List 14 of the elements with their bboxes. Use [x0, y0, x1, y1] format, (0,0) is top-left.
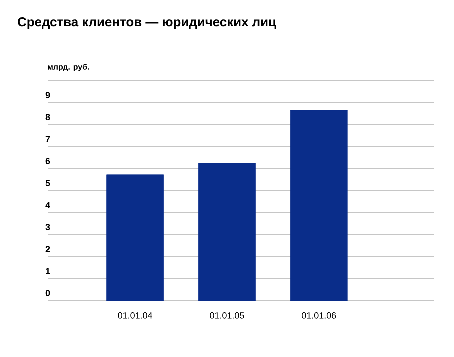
x-tick-label: 01.01.06	[302, 312, 336, 319]
x-tick-label: 01.01.05	[210, 312, 244, 319]
chart-title: Средства клиентов — юридических лиц	[18, 18, 276, 30]
y-tick-label: 9	[46, 92, 50, 98]
y-tick-label: 6	[46, 158, 50, 164]
x-tick-label: 01.01.04	[118, 312, 152, 319]
y-tick-label: 5	[46, 180, 50, 186]
y-tick-label: 0	[46, 290, 50, 296]
y-tick-label: 3	[46, 224, 50, 230]
y-tick-label: 1	[46, 268, 50, 274]
y-tick-label: 7	[46, 136, 50, 142]
y-tick-label: 4	[46, 202, 50, 208]
y-tick-label: 8	[46, 114, 50, 120]
y-tick-label: 2	[46, 246, 50, 252]
